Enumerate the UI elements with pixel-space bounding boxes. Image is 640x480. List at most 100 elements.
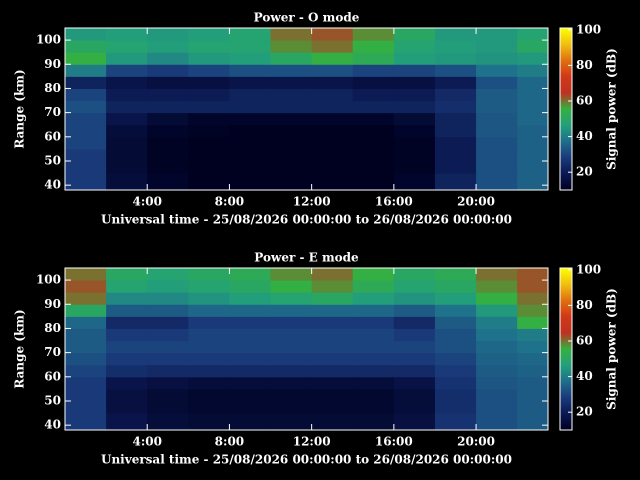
heatmap-cell xyxy=(229,268,272,281)
heatmap-cell xyxy=(106,28,148,41)
heatmap-cell xyxy=(65,292,107,305)
heatmap-cell xyxy=(65,340,107,354)
heatmap-cell xyxy=(270,316,313,329)
heatmap-cell xyxy=(147,64,189,77)
colorbar-tick-label: 40 xyxy=(576,369,593,383)
heatmap-cell xyxy=(517,413,549,431)
heatmap-cell xyxy=(311,400,354,414)
heatmap-cell xyxy=(147,388,189,402)
heatmap-cell xyxy=(352,173,395,191)
heatmap-cell xyxy=(352,100,395,114)
heatmap-cell xyxy=(352,64,395,77)
heatmap-cell xyxy=(65,40,107,53)
heatmap-cell xyxy=(147,148,189,162)
heatmap-cell xyxy=(476,160,518,174)
heatmap-cell xyxy=(434,160,477,174)
colorbar-label: Signal power (dB) xyxy=(605,48,619,170)
heatmap-cell xyxy=(434,268,477,281)
heatmap-cell xyxy=(229,112,272,126)
heatmap-cell xyxy=(476,76,518,89)
heatmap-cell xyxy=(517,400,549,414)
heatmap-cell xyxy=(229,388,272,402)
heatmap-cell xyxy=(106,292,148,305)
heatmap-cell xyxy=(106,280,148,293)
heatmap-cell xyxy=(188,88,230,102)
heatmap-cell xyxy=(188,364,230,378)
heatmap-cell xyxy=(352,148,395,162)
heatmap-cell xyxy=(476,88,518,102)
heatmap-cell xyxy=(517,52,549,65)
heatmap-cell xyxy=(517,76,549,89)
heatmap-cell xyxy=(311,352,354,366)
heatmap-cell xyxy=(311,40,354,53)
heatmap-cell xyxy=(517,340,549,354)
heatmap-cell xyxy=(517,364,549,378)
colorbar-tick-label: 80 xyxy=(576,298,593,312)
heatmap-cell xyxy=(229,40,272,53)
heatmap-cell xyxy=(311,64,354,77)
heatmap-cell xyxy=(270,148,313,162)
heatmap-cell xyxy=(434,352,477,366)
heatmap-cell xyxy=(147,160,189,174)
heatmap-cell xyxy=(147,352,189,366)
heatmap-cell xyxy=(476,148,518,162)
heatmap-cell xyxy=(229,76,272,89)
heatmap-cell xyxy=(476,364,518,378)
heatmap-cell xyxy=(352,376,395,390)
heatmap-cell xyxy=(106,160,148,174)
heatmap-cell xyxy=(393,88,436,102)
heatmap-cell xyxy=(434,76,477,89)
heatmap-cell xyxy=(476,328,518,342)
heatmap-cell xyxy=(106,316,148,329)
x-axis-label: Universal time - 25/08/2026 00:00:00 to … xyxy=(101,213,512,227)
heatmap-cell xyxy=(476,28,518,41)
heatmap-cell xyxy=(229,64,272,77)
colorbar xyxy=(559,267,573,431)
heatmap-cell xyxy=(229,413,272,431)
heatmap-cell xyxy=(517,28,549,41)
heatmap-cell xyxy=(311,413,354,431)
heatmap-cell xyxy=(270,64,313,77)
heatmap-cell xyxy=(65,148,107,162)
heatmap-cell xyxy=(270,173,313,191)
heatmap-cell xyxy=(393,124,436,138)
x-tick-label: 16:00 xyxy=(375,435,413,449)
heatmap-cell xyxy=(393,388,436,402)
colorbar-tick-label: 100 xyxy=(576,262,601,276)
heatmap-cell xyxy=(188,352,230,366)
heatmap-cell xyxy=(393,340,436,354)
heatmap-cell xyxy=(476,388,518,402)
heatmap-cell xyxy=(517,304,549,317)
colorbar xyxy=(559,27,573,191)
heatmap-cell xyxy=(393,413,436,431)
heatmap-cell xyxy=(311,148,354,162)
heatmap-cell xyxy=(434,40,477,53)
heatmap-cell xyxy=(352,400,395,414)
heatmap-cell xyxy=(476,340,518,354)
heatmap-cell xyxy=(229,100,272,114)
heatmap-cell xyxy=(434,413,477,431)
heatmap-cell xyxy=(476,173,518,191)
y-tick-label: 90 xyxy=(44,297,61,311)
heatmap-cell xyxy=(517,112,549,126)
heatmap-cell xyxy=(65,364,107,378)
heatmap-cell xyxy=(147,173,189,191)
heatmap-cell xyxy=(517,148,549,162)
heatmap-cell xyxy=(434,52,477,65)
y-tick-label: 60 xyxy=(44,129,61,143)
heatmap-cell xyxy=(229,364,272,378)
heatmap-cell xyxy=(517,88,549,102)
heatmap-cell xyxy=(311,268,354,281)
heatmap-cell xyxy=(476,124,518,138)
heatmap-cell xyxy=(229,316,272,329)
heatmap-cell xyxy=(65,388,107,402)
y-tick-label: 70 xyxy=(44,345,61,359)
heatmap-cell xyxy=(188,52,230,65)
heatmap-cell xyxy=(311,388,354,402)
heatmap-cell xyxy=(188,76,230,89)
heatmap-cell xyxy=(352,328,395,342)
heatmap-cell xyxy=(65,268,107,281)
heatmap-cell xyxy=(270,364,313,378)
heatmap-cell xyxy=(311,364,354,378)
colorbar-tick-label: 100 xyxy=(576,22,601,36)
